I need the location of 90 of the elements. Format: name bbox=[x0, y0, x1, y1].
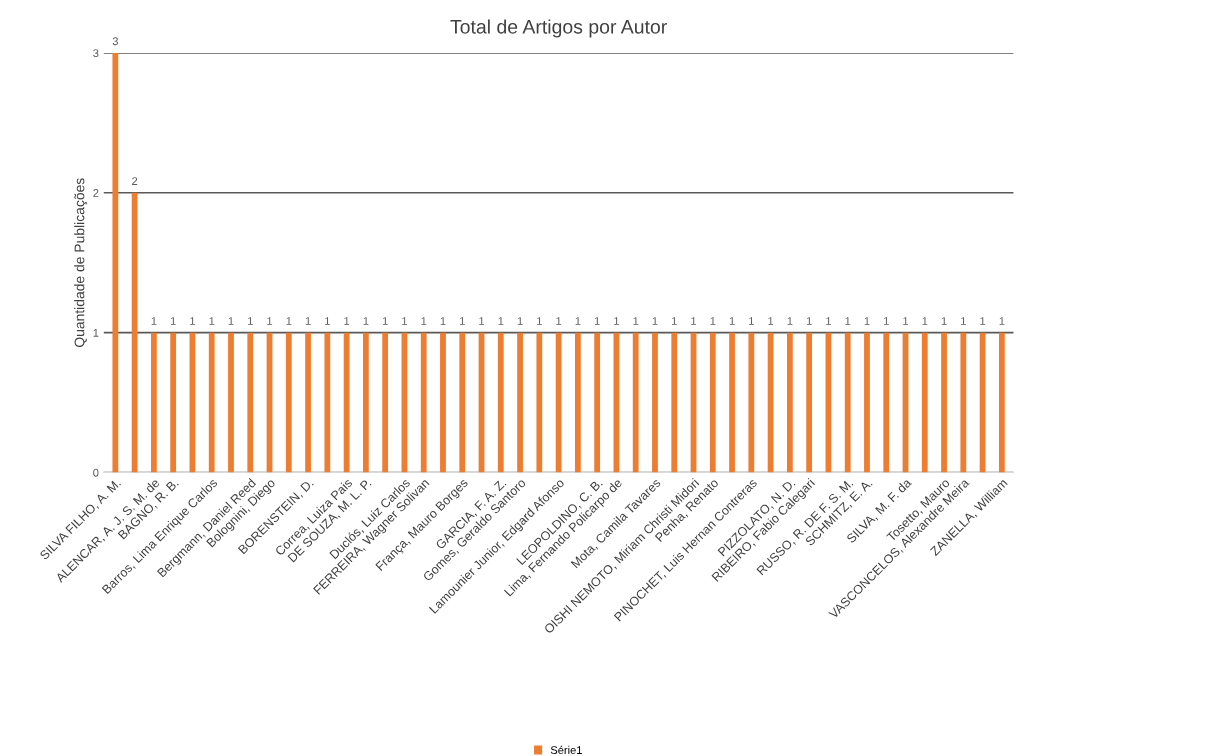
bar bbox=[652, 332, 658, 473]
bar bbox=[960, 332, 967, 473]
bar bbox=[806, 332, 813, 473]
y-tick-label: 2 bbox=[93, 189, 99, 197]
data-label: 1 bbox=[922, 317, 928, 325]
data-label: 1 bbox=[209, 317, 215, 325]
bar bbox=[786, 332, 793, 473]
data-label: 1 bbox=[883, 317, 889, 325]
data-label: 1 bbox=[228, 317, 234, 325]
bar bbox=[709, 332, 716, 473]
data-label: 1 bbox=[672, 317, 677, 325]
data-label: 1 bbox=[941, 317, 947, 325]
bar bbox=[131, 192, 138, 473]
bar bbox=[941, 332, 947, 473]
data-label: 1 bbox=[151, 317, 157, 325]
data-label: 1 bbox=[845, 317, 851, 325]
data-label: 1 bbox=[460, 317, 465, 325]
bar bbox=[844, 332, 851, 473]
data-label: 1 bbox=[826, 317, 831, 325]
bar bbox=[112, 52, 119, 473]
data-label: 1 bbox=[999, 317, 1005, 325]
y-tick-label: 0 bbox=[93, 468, 99, 477]
bar bbox=[459, 332, 466, 473]
bar bbox=[363, 332, 369, 473]
data-label: 1 bbox=[961, 317, 966, 325]
y-axis-title: Quantidade de Publicações bbox=[74, 178, 88, 347]
data-label: 1 bbox=[286, 317, 292, 325]
data-label: 1 bbox=[864, 317, 870, 325]
data-label: 1 bbox=[382, 317, 388, 325]
bar bbox=[420, 332, 427, 473]
data-label: 1 bbox=[479, 317, 485, 325]
bar bbox=[324, 332, 331, 473]
data-label: 1 bbox=[248, 317, 253, 325]
bar bbox=[671, 332, 678, 473]
data-label: 1 bbox=[614, 317, 619, 325]
bar bbox=[632, 332, 639, 473]
data-label: 1 bbox=[806, 317, 812, 325]
bar bbox=[305, 332, 311, 473]
bar bbox=[208, 332, 215, 473]
bar bbox=[440, 332, 446, 473]
data-label: 1 bbox=[190, 317, 195, 325]
bar bbox=[998, 332, 1005, 473]
data-label: 1 bbox=[787, 317, 793, 325]
data-label: 1 bbox=[749, 317, 754, 325]
bar bbox=[497, 332, 504, 473]
data-label: 2 bbox=[132, 177, 138, 185]
data-label: 1 bbox=[537, 317, 542, 325]
data-label: 1 bbox=[729, 317, 735, 325]
data-label: 1 bbox=[652, 317, 658, 325]
data-label: 1 bbox=[170, 317, 176, 325]
data-label: 1 bbox=[267, 317, 273, 325]
data-label: 1 bbox=[575, 317, 581, 325]
data-label: 1 bbox=[517, 317, 523, 325]
data-label: 1 bbox=[556, 317, 562, 325]
data-label: 1 bbox=[710, 317, 716, 325]
data-label: 1 bbox=[633, 317, 639, 325]
bar bbox=[594, 332, 601, 473]
bar bbox=[228, 332, 234, 473]
y-tick-label: 1 bbox=[93, 329, 99, 337]
data-label: 1 bbox=[325, 317, 330, 325]
bar bbox=[285, 332, 292, 473]
data-label: 1 bbox=[768, 317, 774, 325]
bar bbox=[151, 332, 157, 473]
data-label: 1 bbox=[440, 317, 446, 325]
data-label: 1 bbox=[305, 317, 311, 325]
bar bbox=[536, 332, 543, 473]
data-label: 1 bbox=[980, 317, 986, 325]
data-label: 1 bbox=[421, 317, 427, 325]
legend-label: Série1 bbox=[550, 745, 582, 755]
data-label: 3 bbox=[112, 37, 118, 46]
bar bbox=[343, 332, 350, 473]
bar bbox=[921, 332, 928, 473]
data-label: 1 bbox=[363, 317, 369, 325]
y-tick-label: 3 bbox=[93, 49, 99, 58]
data-label: 1 bbox=[344, 317, 350, 325]
bar bbox=[729, 332, 735, 473]
chart-title: Total de Artigos por Autor bbox=[450, 19, 667, 38]
bar bbox=[247, 332, 254, 473]
bar bbox=[864, 332, 870, 473]
data-label: 1 bbox=[594, 317, 600, 325]
data-label: 1 bbox=[498, 317, 504, 325]
data-label: 1 bbox=[402, 317, 407, 325]
bar bbox=[517, 332, 523, 473]
bar bbox=[748, 332, 755, 473]
bar bbox=[382, 332, 389, 473]
bar bbox=[170, 332, 177, 473]
data-label: 1 bbox=[903, 317, 909, 325]
bar bbox=[883, 332, 890, 473]
data-label: 1 bbox=[691, 317, 697, 325]
bar bbox=[574, 332, 581, 473]
